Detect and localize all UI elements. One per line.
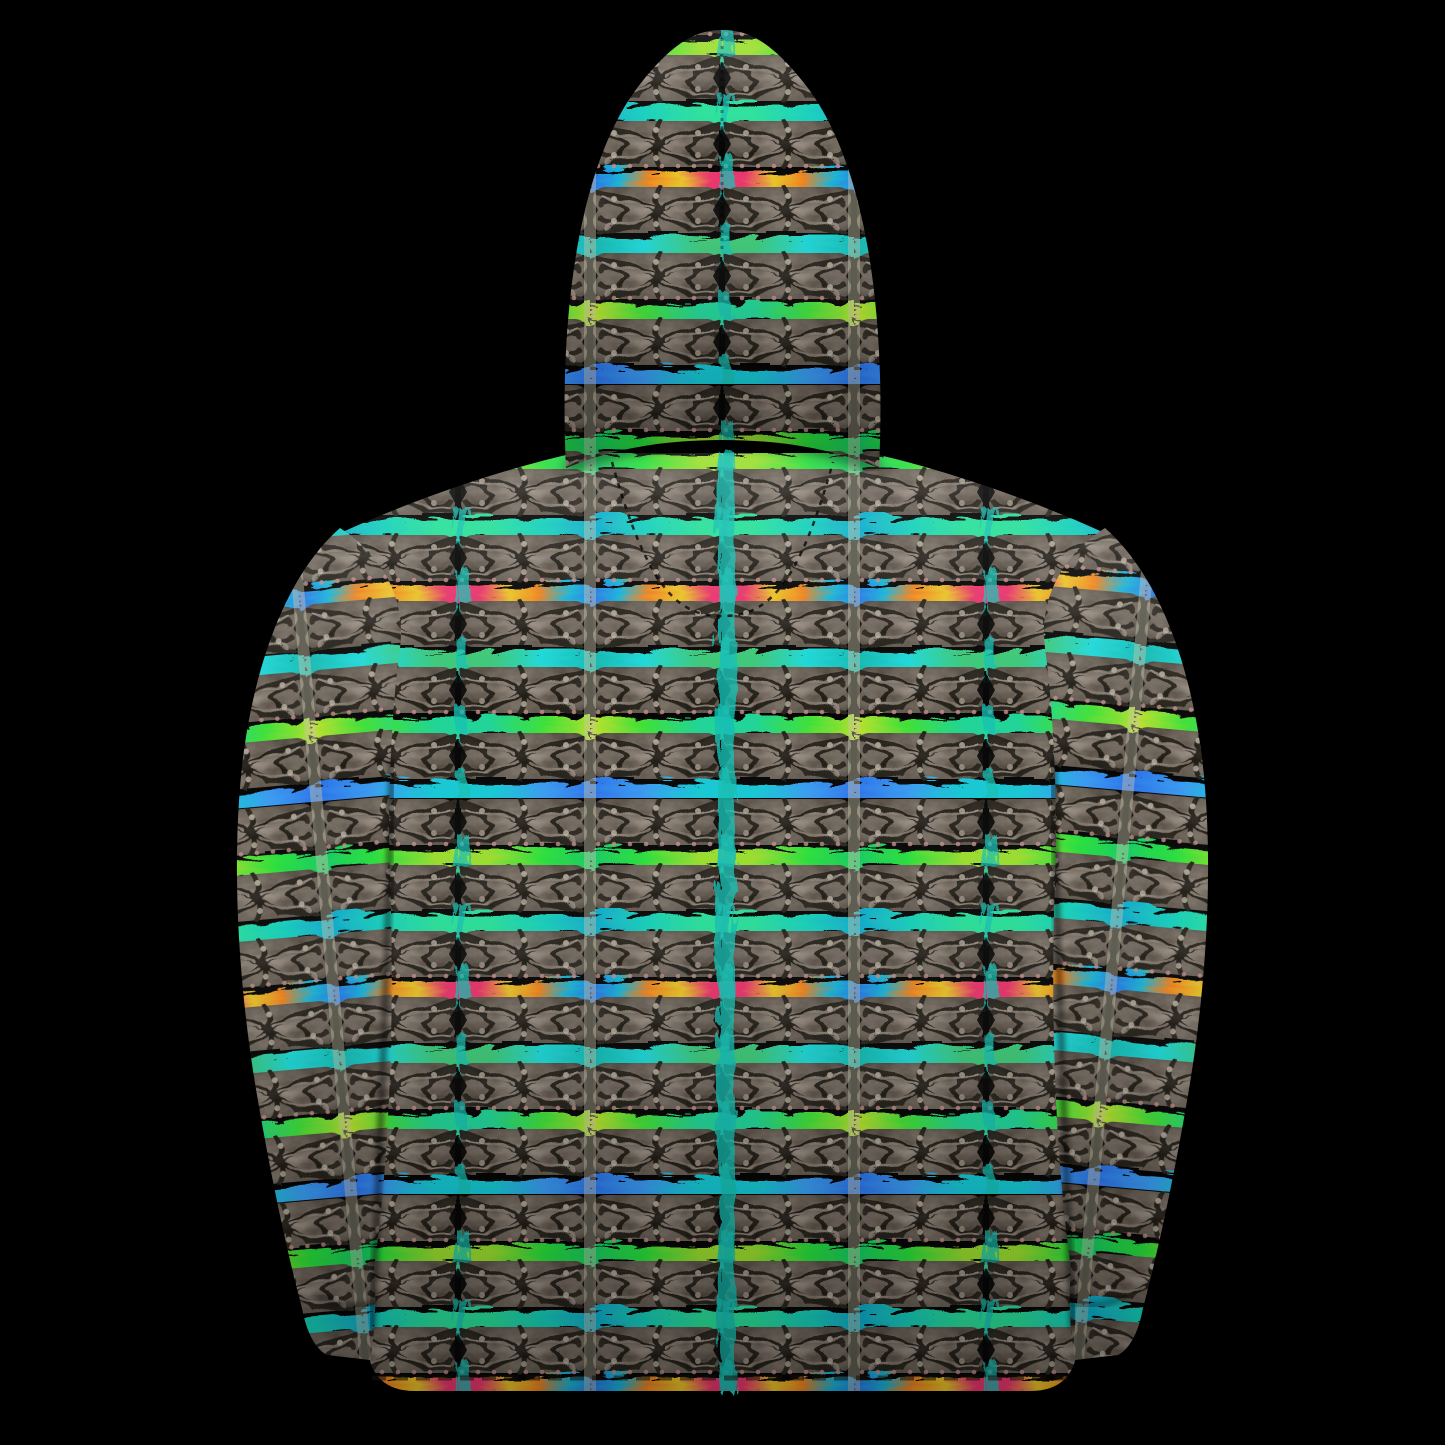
- right-sleeve-body-gap: [1050, 759, 1076, 1331]
- hood-body-seam: [610, 461, 835, 618]
- hoodie: [236, 30, 1209, 1391]
- right-sleeve-group: [1044, 528, 1209, 1360]
- body-shading: [338, 453, 1107, 1391]
- left-sleeve-body-gap: [369, 759, 395, 1331]
- right-sleeve-shading: [1044, 528, 1209, 1360]
- left-sleeve-shading: [236, 528, 401, 1360]
- hood-group: [564, 30, 881, 473]
- torso-group: [338, 448, 1107, 1391]
- left-sleeve-group: [236, 528, 401, 1360]
- hood-shading: [564, 30, 881, 468]
- right-cuff-seam: [1072, 1293, 1129, 1309]
- left-cuff-seam: [316, 1293, 373, 1309]
